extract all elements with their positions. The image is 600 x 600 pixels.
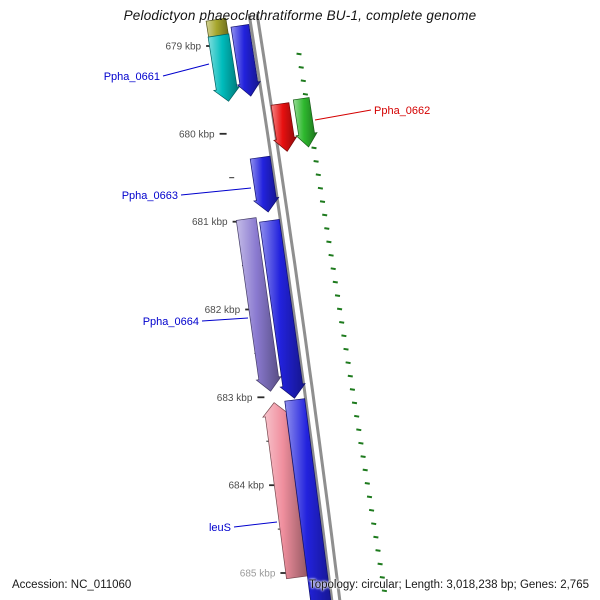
green-tick-mark [351, 401, 358, 405]
gene-labels: Ppha_0661 Ppha_0662 Ppha_0663 Ppha_0664 leuS [104, 63, 430, 534]
leader-line-Ppha_0661 [162, 63, 210, 77]
green-tick-mark [377, 562, 383, 566]
status-summary: Topology: circular; Length: 3,018,238 bp… [308, 579, 589, 591]
gene-gene-red[interactable] [270, 102, 298, 152]
scale-tick-label: 679 kbp [166, 42, 202, 53]
green-tick-mark [343, 347, 349, 351]
green-tick-mark [345, 361, 351, 365]
figure-title: Pelodictyon phaeoclathratiforme BU-1, co… [123, 8, 477, 23]
green-tick-mark [334, 294, 341, 297]
green-tick-mark [317, 186, 324, 190]
scale-tick-label: 684 kbp [229, 481, 265, 492]
green-tick-mark [381, 589, 388, 593]
green-tick-mark [311, 146, 317, 150]
leader-line-Ppha_0664 [201, 317, 249, 322]
green-tick-mark [322, 213, 328, 217]
green-tick-mark [362, 468, 368, 472]
gene-Ppha_0661[interactable] [207, 33, 241, 102]
green-tick-mark [313, 160, 319, 163]
leader-line-Ppha_0662 [314, 109, 372, 121]
green-tick-mark [366, 495, 373, 499]
gene-gene-blue-c[interactable] [284, 398, 334, 600]
green-tick-mark [300, 79, 306, 83]
green-tick-mark [364, 482, 370, 485]
green-tick-mark [356, 428, 362, 432]
green-tick-mark [319, 200, 326, 203]
gene-label-Ppha_0661[interactable]: Ppha_0661 [104, 71, 160, 83]
green-tick-mark [296, 52, 302, 56]
green-tick-mark [315, 173, 321, 177]
green-tick-mark [324, 227, 330, 230]
green-tick-mark [332, 280, 338, 284]
gene-label-leuS[interactable]: leuS [209, 522, 231, 534]
scale-tick-label: 685 kbp [240, 569, 276, 580]
scale-tick-label: 682 kbp [205, 305, 241, 316]
green-tick-mark [375, 549, 381, 552]
green-tick-mark [379, 576, 385, 579]
green-tick-mark [330, 267, 336, 271]
green-tick-mark [298, 66, 304, 69]
green-tick-mark [358, 441, 364, 445]
gene-Ppha_0664[interactable] [235, 217, 282, 392]
green-tick-mark [336, 307, 343, 311]
green-tick-mark [368, 508, 375, 512]
gene-gene-blue-a[interactable] [230, 23, 261, 97]
scale-tick-label: 683 kbp [217, 393, 253, 404]
green-tick-mark [360, 455, 366, 458]
scale-tick-label: 680 kbp [179, 129, 215, 140]
gene-label-Ppha_0662[interactable]: Ppha_0662 [374, 105, 430, 117]
leader-line-Ppha_0663 [180, 187, 252, 196]
green-tick-mark [341, 334, 347, 338]
green-tick-mark [349, 388, 356, 391]
green-tick-mark [326, 240, 332, 244]
backbone-line [247, 13, 334, 600]
leader-line-leuS [233, 521, 278, 528]
scale-tick-label: 681 kbp [192, 217, 228, 228]
green-tick-mark [354, 414, 360, 418]
gene-Ppha_0663[interactable] [249, 155, 280, 213]
green-tick-mark [371, 522, 377, 526]
gene-label-Ppha_0664[interactable]: Ppha_0664 [143, 316, 199, 328]
gene-label-Ppha_0663[interactable]: Ppha_0663 [122, 190, 178, 202]
status-accession: Accession: NC_011060 [12, 579, 132, 591]
green-tick-mark [339, 321, 345, 324]
green-tick-mark [373, 535, 379, 539]
gene-arrows [205, 17, 334, 600]
gene-gene-blue-b[interactable] [259, 219, 306, 399]
green-tick-mark [302, 92, 309, 96]
green-tick-mark [328, 253, 334, 257]
green-tick-mark [347, 374, 353, 378]
gene-Ppha_0662[interactable] [292, 97, 318, 148]
